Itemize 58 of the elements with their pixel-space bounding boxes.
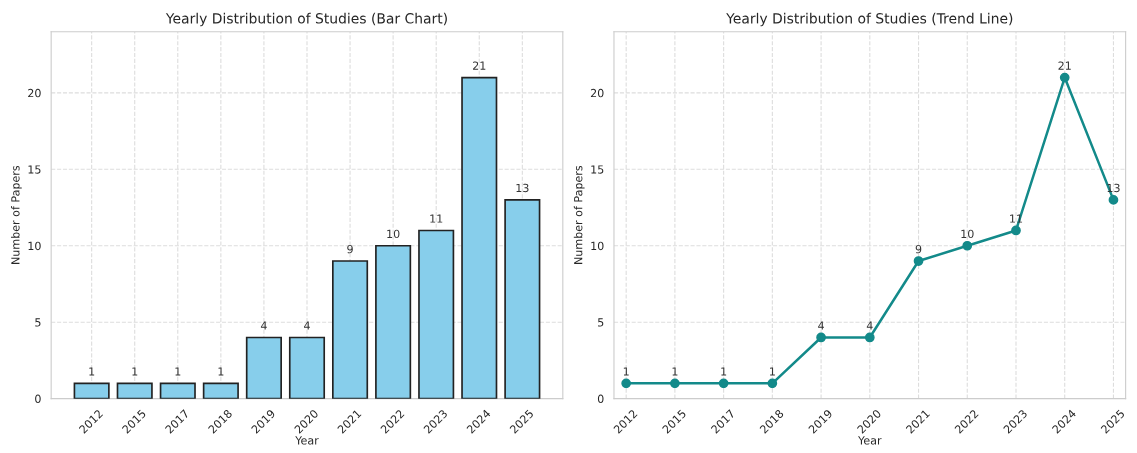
data-label: 1: [89, 367, 95, 376]
y-tick-label: 0: [597, 394, 604, 404]
bar: [159, 382, 196, 399]
data-label: 4: [818, 321, 824, 330]
y-tick-label: 20: [28, 88, 41, 98]
data-label: 1: [623, 367, 629, 376]
point: [767, 378, 778, 389]
data-label: 1: [132, 367, 138, 376]
bar: [331, 260, 369, 399]
bar: [288, 336, 326, 399]
bar: [504, 199, 541, 399]
data-label: 21: [1058, 61, 1071, 70]
bar: [375, 244, 412, 399]
data-label: 4: [260, 321, 267, 330]
point: [1059, 72, 1070, 83]
bar: [418, 229, 455, 399]
x-axis-title: Year: [295, 436, 319, 445]
bar: [116, 382, 153, 399]
y-tick-label: 5: [598, 318, 604, 327]
data-label: 9: [347, 244, 353, 254]
data-label: 11: [430, 214, 443, 223]
bar: [245, 336, 282, 399]
point: [670, 378, 680, 389]
data-label: 1: [175, 367, 181, 376]
x-axis-title: Year: [858, 436, 882, 445]
data-label: 1: [721, 367, 727, 376]
data-label: 1: [218, 367, 224, 376]
y-axis-title: Number of Papers: [10, 165, 22, 264]
data-label: 1: [672, 367, 678, 376]
y-tick-label: 0: [35, 394, 41, 404]
y-tick-label: 5: [35, 318, 41, 327]
y-tick-label: 10: [591, 241, 604, 251]
point: [816, 332, 826, 343]
bar: [73, 382, 110, 399]
y-axis-title: Number of Papers: [573, 165, 585, 264]
point: [718, 378, 729, 389]
data-label: 4: [866, 321, 873, 330]
point: [864, 332, 875, 343]
data-label: 10: [961, 229, 974, 239]
data-label: 13: [516, 183, 529, 193]
chart-title: Yearly Distribution of Studies (Trend Line): [726, 12, 1013, 27]
point: [1011, 225, 1021, 236]
data-label: 1: [770, 367, 775, 376]
point: [621, 378, 632, 389]
point: [1108, 195, 1119, 205]
chart-title: Yearly Distribution of Studies (Bar Chart): [165, 12, 447, 27]
y-tick-label: 20: [590, 88, 604, 98]
bar: [202, 382, 239, 399]
data-label: 10: [387, 229, 400, 239]
data-label: 21: [473, 61, 486, 70]
y-tick-label: 10: [28, 241, 41, 251]
data-label: 9: [915, 244, 922, 254]
y-tick-label: 15: [591, 165, 604, 174]
bar: [461, 76, 498, 399]
point: [913, 256, 924, 266]
y-tick-label: 15: [28, 165, 41, 174]
point: [962, 240, 973, 251]
data-label: 4: [304, 321, 310, 330]
